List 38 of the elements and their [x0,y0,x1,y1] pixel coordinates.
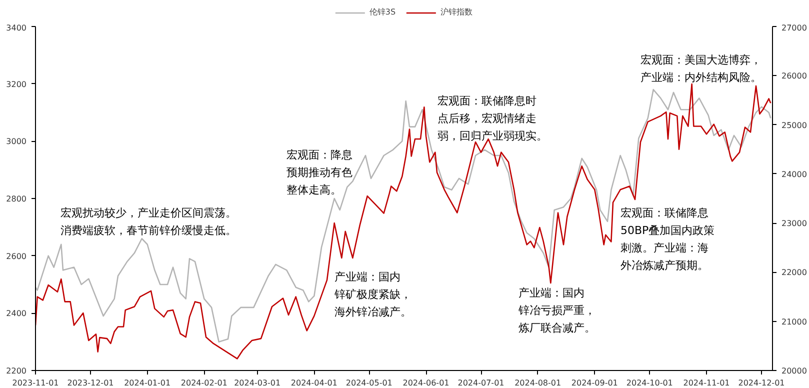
y-tick-label: 3000 [6,137,26,146]
annotation: 产业端：国内锌冶亏损严重，炼厂联合减产。 [518,286,596,335]
y-tick-label: 2600 [6,252,26,261]
y-tick-label: 3200 [6,80,26,89]
y-tick-label: 2400 [6,309,26,318]
x-tick-label: 2023-11-01 [12,378,59,388]
x-tick-label: 2024-04-01 [290,378,338,388]
y2-tick-label: 22000 [782,268,807,278]
y2-tick-label: 21000 [782,317,807,326]
y2-tick-label: 27000 [782,24,807,32]
y2-tick-label: 23000 [782,219,807,228]
y2-tick-label: 24000 [782,170,807,179]
annotation: 宏观面：联储降息50BP叠加国内政策刺激。产业端：海外冶炼减产预期。 [620,206,715,272]
y2-tick-label: 20000 [782,366,807,376]
x-tick-label: 2023-12-01 [67,378,114,388]
x-tick-label: 2024-05-01 [346,378,392,388]
annotation: 宏观面：美国大选博弈，产业端：内外结构风险。 [640,54,762,84]
annotation: 产业端：国内锌矿极度紧缺，海外锌冶减产。 [334,270,412,319]
y-tick-label: 2800 [6,194,26,204]
x-tick-label: 2024-01-01 [124,378,171,388]
x-tick-label: 2024-03-01 [234,378,281,388]
x-tick-label: 2024-07-01 [458,378,504,388]
x-tick-label: 2024-11-01 [683,378,730,388]
x-tick-label: 2024-02-01 [180,378,228,388]
x-tick-label: 2024-12-01 [738,378,785,388]
annotation: 宏观面：降息预期推动有色整体走高。 [286,148,352,197]
x-tick-label: 2024-06-01 [402,378,450,388]
legend-label: 伦锌3S [369,6,396,18]
y2-tick-label: 26000 [782,72,807,81]
x-tick-label: 2024-10-01 [626,378,673,388]
x-tick-label: 2024-08-01 [514,378,562,388]
legend-label: 沪锌指数 [440,6,473,18]
annotation: 宏观扰动较少，产业走价区间震荡。消费端疲软，春节前锌价缓慢走低。 [60,206,236,238]
x-tick-label: 2024-09-01 [571,378,618,388]
y-tick-label: 3400 [6,24,26,32]
annotation: 宏观面：联储降息时点后移，宏观情绪走弱，回归产业弱现实。 [438,94,548,143]
y-tick-label: 2200 [6,366,26,376]
y2-tick-label: 25000 [782,120,807,130]
